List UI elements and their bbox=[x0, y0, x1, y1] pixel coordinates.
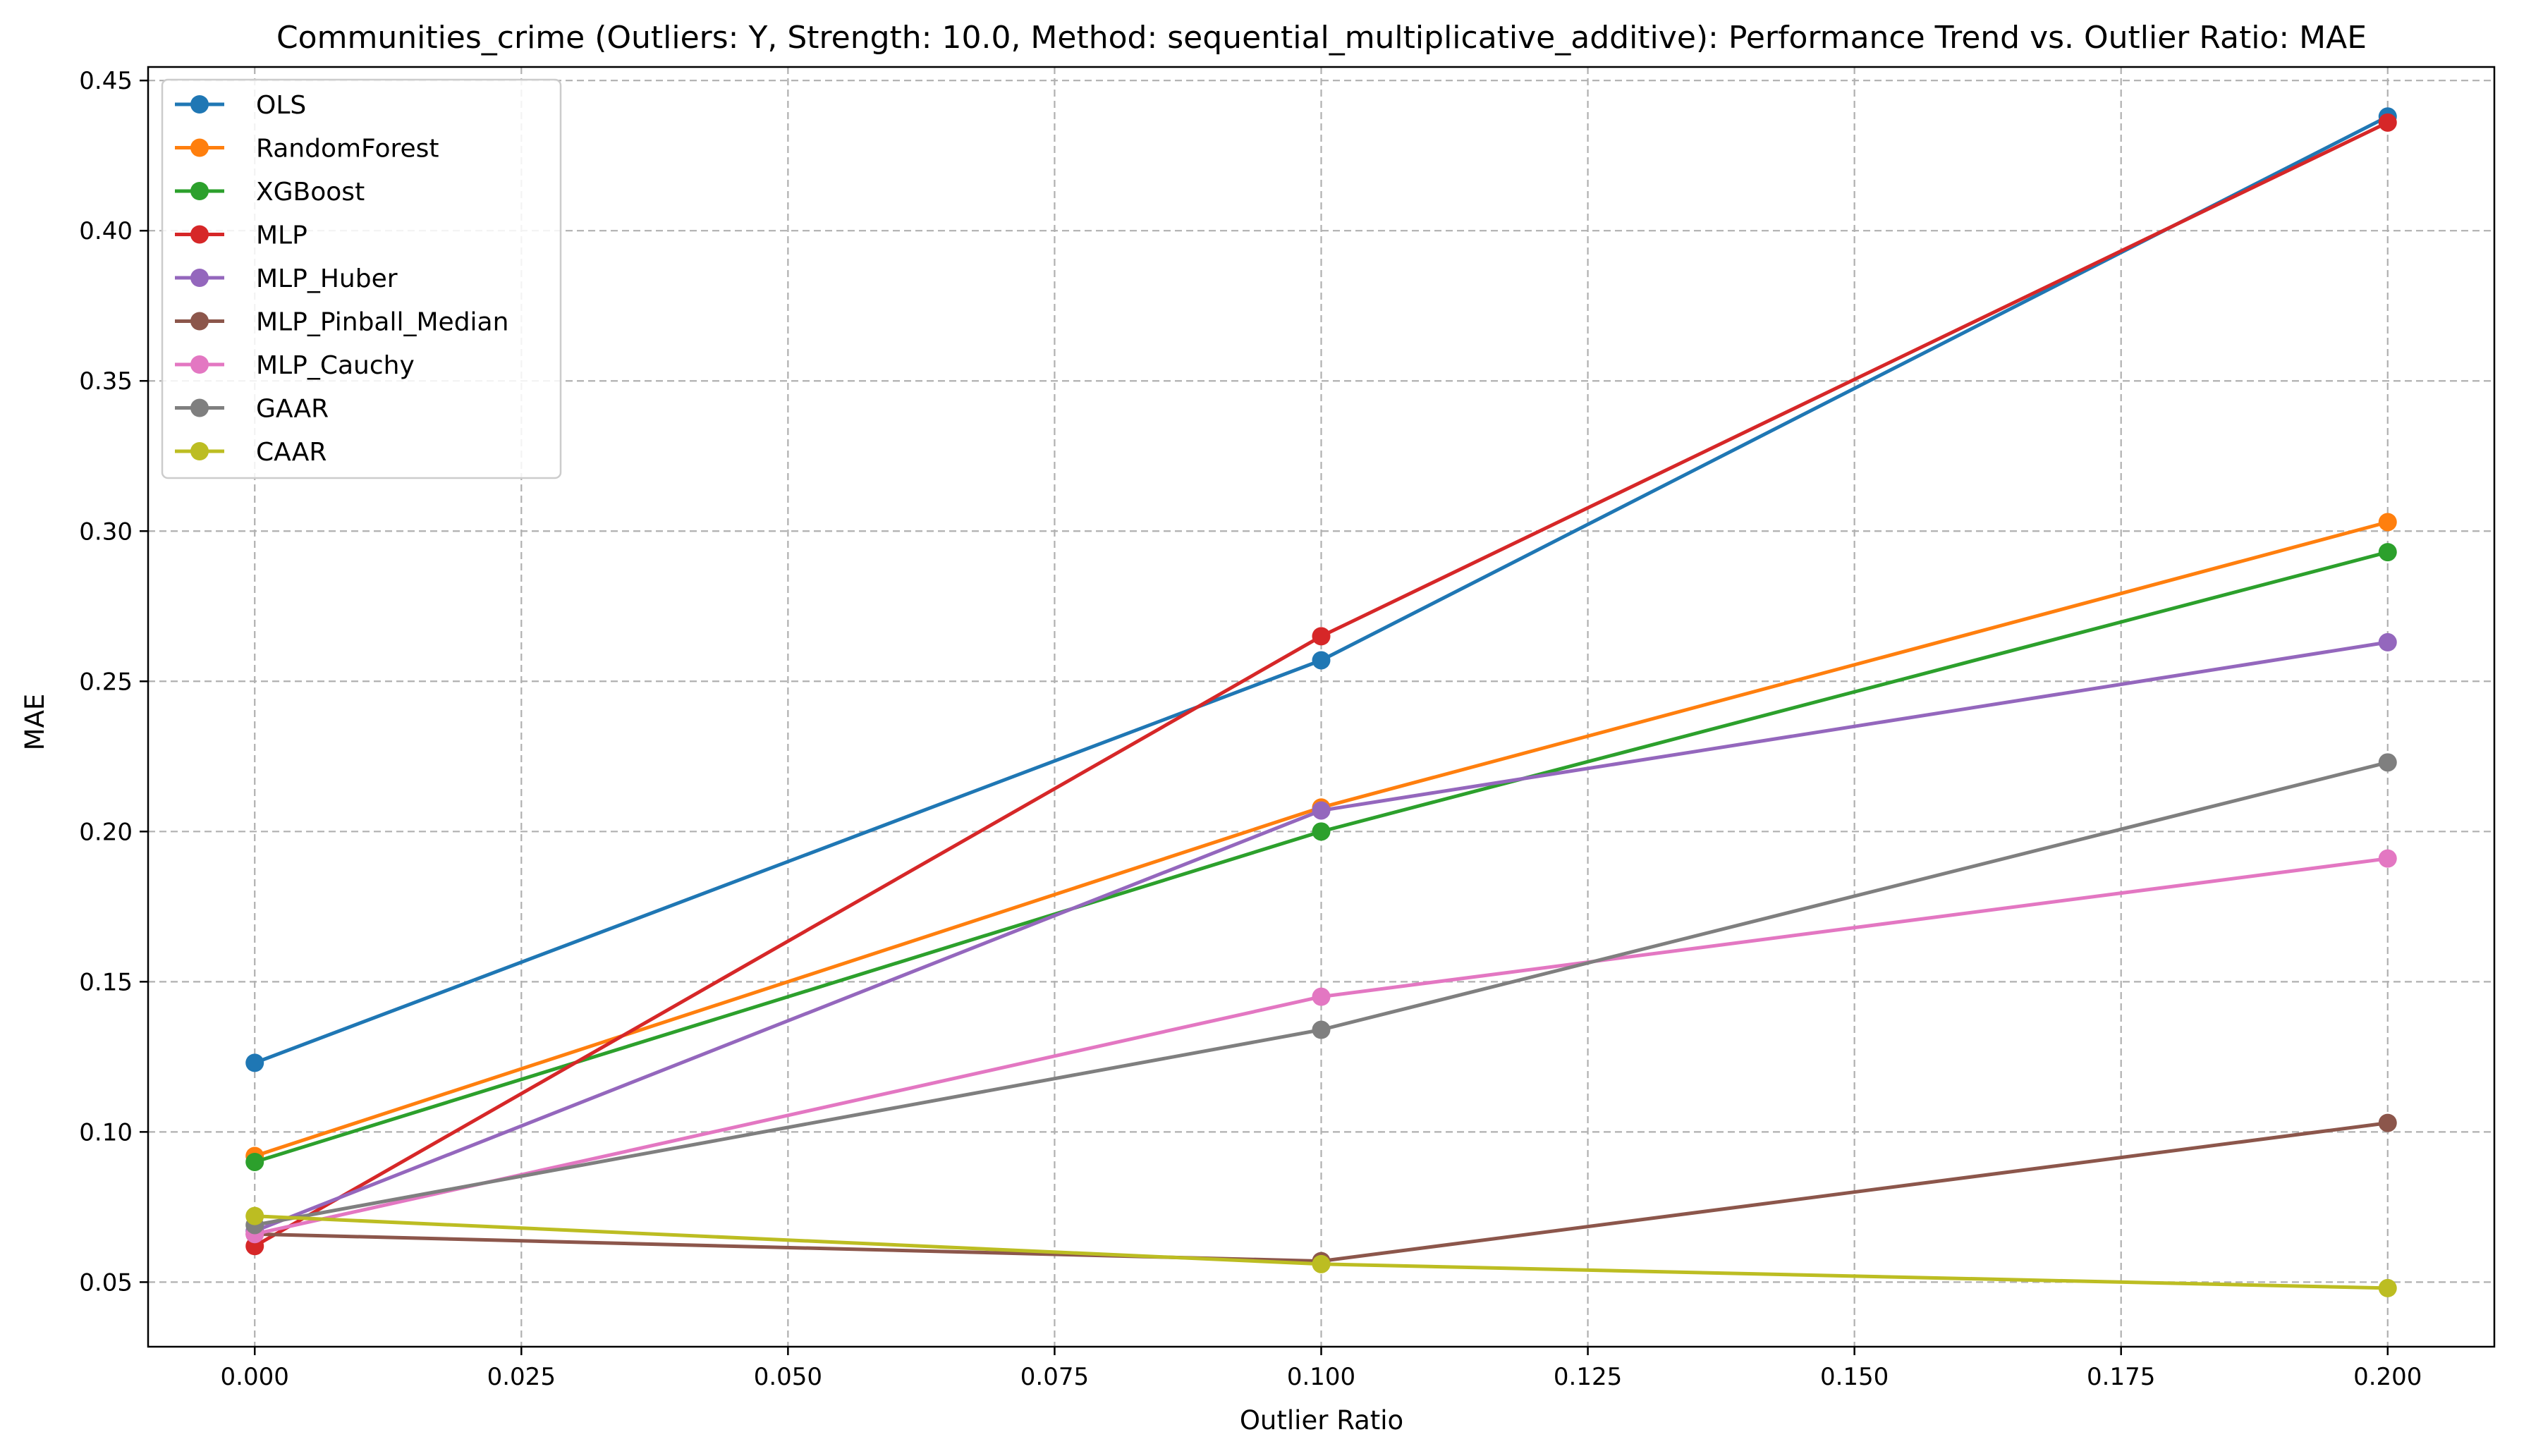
legend-label-randomforest: RandomForest bbox=[256, 135, 439, 164]
legend-label-mlp-huber: MLP_Huber bbox=[256, 264, 398, 293]
data-point-ols bbox=[1312, 651, 1331, 670]
x-tick-label: 0.150 bbox=[1820, 1363, 1889, 1391]
x-tick-label: 0.000 bbox=[221, 1363, 289, 1391]
legend-swatch-marker-caar bbox=[190, 442, 209, 460]
legend-box bbox=[161, 78, 562, 479]
x-tick-label: 0.075 bbox=[1020, 1363, 1089, 1391]
y-tick-label: 0.15 bbox=[79, 968, 133, 996]
legend-label-gaar: GAAR bbox=[256, 395, 329, 424]
legend-swatch-marker-mlp bbox=[190, 225, 209, 244]
y-tick-label: 0.45 bbox=[79, 67, 133, 95]
data-point-gaar bbox=[2378, 753, 2397, 772]
legend-swatch-marker-gaar bbox=[190, 398, 209, 417]
legend-label-caar: CAAR bbox=[256, 438, 327, 467]
y-tick-label: 0.35 bbox=[79, 367, 133, 396]
x-tick-label: 0.200 bbox=[2353, 1363, 2422, 1391]
legend-swatch-marker-randomforest bbox=[190, 138, 209, 157]
legend-swatch-marker-mlp-huber bbox=[190, 269, 209, 287]
y-tick-label: 0.25 bbox=[79, 668, 133, 696]
legend: OLS RandomForest XGBoost MLP MLP_Huber MLP_Pi… bbox=[161, 78, 562, 479]
data-point-caar bbox=[245, 1206, 264, 1225]
legend-label-mlp-pinball-median: MLP_Pinball_Median bbox=[256, 308, 508, 337]
x-axis-label: Outlier Ratio bbox=[1240, 1405, 1403, 1436]
legend-label-mlp-cauchy: MLP_Cauchy bbox=[256, 351, 415, 380]
y-axis-label: MAE bbox=[20, 694, 50, 751]
data-point-xgboost bbox=[2378, 543, 2397, 562]
series-caar bbox=[245, 1206, 2397, 1297]
data-point-mlp-huber bbox=[1312, 801, 1331, 820]
legend-swatch-marker-ols bbox=[190, 95, 209, 114]
legend-swatch-marker-mlp-cauchy bbox=[190, 355, 209, 374]
series-layer bbox=[245, 107, 2397, 1297]
data-point-mlp-huber bbox=[2378, 632, 2397, 651]
y-tick-label: 0.40 bbox=[79, 217, 133, 245]
x-tick-label: 0.025 bbox=[487, 1363, 556, 1391]
legend-label-mlp: MLP bbox=[256, 221, 307, 250]
y-tick-label: 0.20 bbox=[79, 818, 133, 846]
series-xgboost bbox=[245, 543, 2397, 1171]
x-tick-label: 0.125 bbox=[1554, 1363, 1622, 1391]
x-tick-label: 0.050 bbox=[754, 1363, 822, 1391]
data-point-mlp-cauchy bbox=[2378, 849, 2397, 868]
y-tick-label: 0.05 bbox=[79, 1268, 133, 1297]
data-point-randomforest bbox=[2378, 513, 2397, 532]
data-point-gaar bbox=[1312, 1020, 1331, 1039]
legend-swatch-marker-xgboost bbox=[190, 182, 209, 200]
legend-label-ols: OLS bbox=[256, 91, 306, 120]
legend-swatch-marker-mlp-pinball-median bbox=[190, 312, 209, 331]
y-tick-label: 0.30 bbox=[79, 518, 133, 546]
legend-label-xgboost: XGBoost bbox=[256, 178, 365, 207]
data-point-mlp bbox=[1312, 627, 1331, 646]
data-point-mlp-pinball-median bbox=[2378, 1113, 2397, 1132]
data-point-mlp bbox=[2378, 113, 2397, 132]
data-point-caar bbox=[1312, 1254, 1331, 1273]
data-point-xgboost bbox=[1312, 822, 1331, 841]
x-tick-label: 0.100 bbox=[1287, 1363, 1355, 1391]
y-tick-label: 0.10 bbox=[79, 1118, 133, 1146]
data-point-xgboost bbox=[245, 1152, 264, 1171]
x-tick-label: 0.175 bbox=[2087, 1363, 2155, 1391]
data-point-mlp-cauchy bbox=[1312, 987, 1331, 1006]
data-point-caar bbox=[2378, 1278, 2397, 1297]
data-point-ols bbox=[245, 1053, 264, 1072]
tick-layer: 0.000 0.025 0.050 0.075 0.100 0.125 0.150 0.175… bbox=[79, 67, 2422, 1391]
chart-title: Communities_crime (Outliers: Y, Strength… bbox=[276, 20, 2367, 56]
